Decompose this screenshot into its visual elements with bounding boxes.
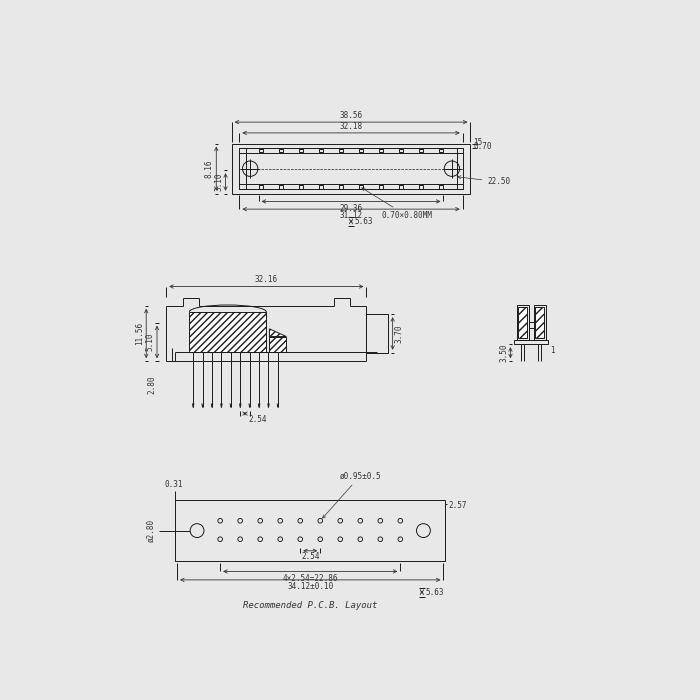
Bar (339, 186, 343, 189)
Bar (259, 186, 263, 189)
Bar (439, 148, 443, 152)
Bar (359, 148, 363, 152)
Bar (232, 144, 470, 194)
Bar (367, 314, 388, 353)
Bar (533, 305, 546, 340)
Bar (279, 148, 283, 152)
Bar (439, 186, 443, 189)
Bar (456, 148, 463, 189)
Text: ø2.80: ø2.80 (146, 519, 155, 543)
Text: 5.63: 5.63 (426, 588, 444, 596)
Text: 15: 15 (473, 138, 483, 146)
Text: 4×2.54=22.86: 4×2.54=22.86 (283, 574, 338, 582)
Bar (359, 186, 363, 189)
Text: 2.80: 2.80 (148, 375, 157, 393)
Text: 11.56: 11.56 (135, 322, 144, 345)
Text: 0.31: 0.31 (164, 480, 183, 489)
Bar (299, 148, 303, 152)
Text: 31.12: 31.12 (340, 211, 363, 220)
Bar (299, 186, 303, 189)
Bar (379, 148, 383, 152)
Bar (419, 148, 423, 152)
Bar (259, 148, 263, 152)
Bar (535, 307, 545, 338)
Bar (517, 305, 529, 340)
Bar (399, 148, 403, 152)
Bar (419, 186, 423, 189)
Bar (339, 148, 343, 152)
Text: 34.12±0.10: 34.12±0.10 (287, 582, 333, 592)
Polygon shape (270, 329, 286, 337)
Text: 29.36: 29.36 (340, 204, 363, 213)
Bar (518, 307, 527, 338)
Text: 38.56: 38.56 (340, 111, 363, 120)
Bar (239, 148, 246, 189)
Text: 2.57: 2.57 (448, 501, 467, 510)
Bar (319, 186, 323, 189)
Text: 3.10: 3.10 (214, 173, 223, 191)
Text: Recommended P.C.B. Layout: Recommended P.C.B. Layout (243, 601, 377, 610)
Bar (514, 340, 548, 344)
Bar (189, 312, 266, 352)
Text: 32.18: 32.18 (340, 122, 363, 131)
Text: 5.10: 5.10 (146, 332, 155, 351)
Text: 32.16: 32.16 (255, 275, 278, 284)
Text: 0.70×0.80MM: 0.70×0.80MM (362, 188, 433, 220)
Bar (319, 148, 323, 152)
Bar (379, 186, 383, 189)
Text: 5.63: 5.63 (355, 217, 373, 226)
Text: 1: 1 (550, 346, 555, 355)
Text: 0.70: 0.70 (473, 142, 492, 151)
Text: 2.54: 2.54 (248, 415, 267, 424)
Bar (399, 186, 403, 189)
Text: 8.16: 8.16 (205, 160, 214, 178)
Text: 3.70: 3.70 (395, 324, 404, 343)
Text: 2.54: 2.54 (301, 552, 319, 561)
Bar (279, 186, 283, 189)
Text: 3.50: 3.50 (499, 344, 508, 362)
Text: 22.50: 22.50 (458, 176, 510, 186)
Bar (176, 500, 445, 561)
Text: ø0.95±0.5: ø0.95±0.5 (323, 471, 381, 518)
Bar (270, 337, 286, 352)
